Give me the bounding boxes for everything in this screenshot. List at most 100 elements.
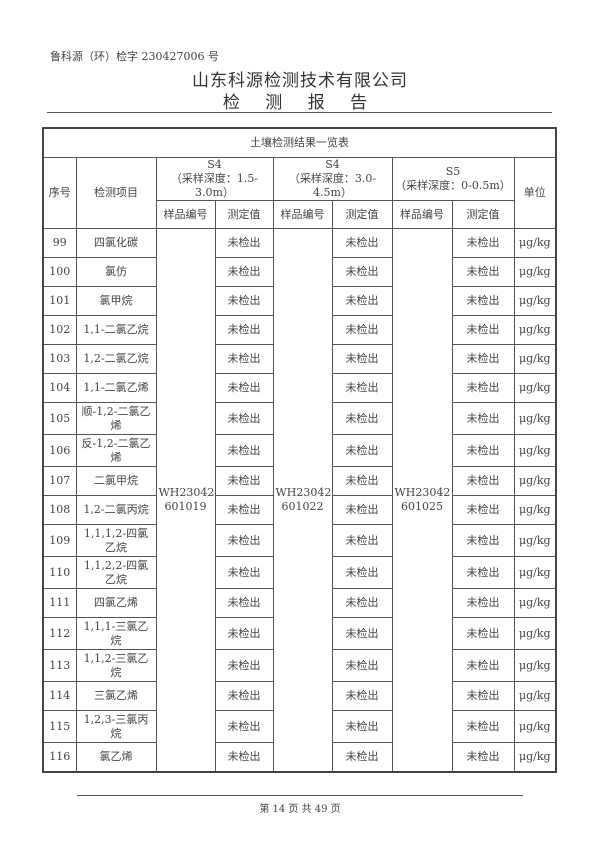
measured-value: 未检出: [214, 466, 274, 496]
test-item: 反-1,2-二氯乙烯: [75, 434, 157, 467]
page-number: 第 14 页 共 49 页: [259, 804, 341, 815]
measured-value: 未检出: [331, 524, 393, 557]
header-seq: 序号: [42, 157, 77, 229]
measured-value: 未检出: [331, 257, 393, 287]
table-row: 106 反-1,2-二氯乙烯 未检出 未检出 未检出 μg/kg: [42, 434, 557, 467]
measured-value: 未检出: [451, 495, 515, 525]
row-number: 104: [42, 373, 77, 403]
test-item: 1,1,2-三氯乙烷: [75, 649, 157, 682]
header-group-3: S5 （采样深度：0-0.5m）: [391, 157, 515, 201]
measured-value: 未检出: [331, 617, 393, 650]
measured-value: 未检出: [451, 373, 515, 403]
unit: μg/kg: [513, 681, 557, 711]
depth-label: （采样深度：0-0.5m）: [395, 179, 511, 192]
header-unit: 单位: [513, 157, 557, 229]
measured-value: 未检出: [214, 524, 274, 557]
measured-value: 未检出: [451, 710, 515, 743]
table-row: 113 1,1,2-三氯乙烷 未检出 未检出 未检出 μg/kg: [42, 649, 557, 682]
table-row: 114 三氯乙烯 未检出 未检出 未检出 μg/kg: [42, 681, 557, 711]
test-item: 顺-1,2-二氯乙烯: [75, 402, 157, 435]
unit: μg/kg: [513, 524, 557, 557]
measured-value: 未检出: [214, 710, 274, 743]
row-number: 114: [42, 681, 77, 711]
measured-value: 未检出: [214, 373, 274, 403]
measured-value: 未检出: [214, 402, 274, 435]
sample-id: WH23042 601019: [155, 228, 216, 773]
sample-id: WH23042 601022: [272, 228, 333, 773]
unit: μg/kg: [513, 228, 557, 258]
table-row: 108 1,2-二氯丙烷 未检出 未检出 未检出 μg/kg: [42, 495, 557, 525]
measured-value: 未检出: [331, 681, 393, 711]
measured-value: 未检出: [214, 286, 274, 316]
table-row: 112 1,1,1-三氯乙烷 未检出 未检出 未检出 μg/kg: [42, 617, 557, 650]
site-label: S5: [445, 165, 461, 178]
test-item: 1,1,1,2-四氯乙烷: [75, 524, 157, 557]
table-row: 105 顺-1,2-二氯乙烯 未检出 未检出 未检出 μg/kg: [42, 402, 557, 435]
measured-value: 未检出: [451, 344, 515, 374]
measured-value: 未检出: [214, 649, 274, 682]
row-number: 101: [42, 286, 77, 316]
unit: μg/kg: [513, 373, 557, 403]
header-sample-id: 样品编号: [272, 200, 333, 229]
row-number: 107: [42, 466, 77, 496]
report-number: 鲁科源（环）检字 230427006 号: [50, 50, 219, 63]
unit: μg/kg: [513, 588, 557, 618]
header-sample-id: 样品编号: [391, 200, 453, 229]
table-row: 107 二氯甲烷 未检出 未检出 未检出 μg/kg: [42, 466, 557, 496]
row-number: 112: [42, 617, 77, 650]
sample-id: WH23042 601025: [391, 228, 453, 773]
row-number: 103: [42, 344, 77, 374]
unit: μg/kg: [513, 495, 557, 525]
measured-value: 未检出: [451, 402, 515, 435]
unit: μg/kg: [513, 286, 557, 316]
unit: μg/kg: [513, 257, 557, 287]
measured-value: 未检出: [331, 315, 393, 345]
row-number: 109: [42, 524, 77, 557]
measured-value: 未检出: [331, 373, 393, 403]
company-name: 山东科源检测技术有限公司: [192, 71, 408, 91]
row-number: 99: [42, 228, 77, 258]
header-group-1: S4 （采样深度：1.5-3.0m）: [155, 157, 274, 201]
measured-value: 未检出: [214, 315, 274, 345]
test-item: 1,2-二氯乙烷: [75, 344, 157, 374]
header-value: 测定值: [214, 200, 274, 229]
table-row: 99 四氯化碳 WH23042 601019 未检出 WH23042 601022 未检出…: [42, 228, 557, 773]
unit: μg/kg: [513, 556, 557, 589]
row-number: 102: [42, 315, 77, 345]
measured-value: 未检出: [331, 466, 393, 496]
row-number: 116: [42, 742, 77, 773]
measured-value: 未检出: [214, 495, 274, 525]
unit: μg/kg: [513, 466, 557, 496]
test-item: 二氯甲烷: [75, 466, 157, 496]
test-item: 氯甲烷: [75, 286, 157, 316]
measured-value: 未检出: [214, 434, 274, 467]
row-number: 115: [42, 710, 77, 743]
unit: μg/kg: [513, 434, 557, 467]
measured-value: 未检出: [451, 742, 515, 773]
row-number: 111: [42, 588, 77, 618]
header-divider: [47, 112, 552, 113]
test-item: 氯仿: [75, 257, 157, 287]
row-number: 113: [42, 649, 77, 682]
table-row: 104 1,1-二氯乙烯 未检出 未检出 未检出 μg/kg: [42, 373, 557, 403]
measured-value: 未检出: [451, 588, 515, 618]
table-row: 110 1,1,2,2-四氯乙烷 未检出 未检出 未检出 μg/kg: [42, 556, 557, 589]
measured-value: 未检出: [331, 495, 393, 525]
measured-value: 未检出: [214, 742, 274, 773]
header-item: 检测项目: [75, 157, 157, 229]
results-table: 土壤检测结果一览表 序号 检测项目 S4 （采样深度：1.5-3.0m） S4 （采…: [42, 127, 558, 773]
report-title: 检 测 报 告: [222, 93, 378, 113]
test-item: 1,1,1-三氯乙烷: [75, 617, 157, 650]
row-number: 106: [42, 434, 77, 467]
measured-value: 未检出: [331, 286, 393, 316]
header-value: 测定值: [451, 200, 515, 229]
table-row: 111 四氯乙烯 未检出 未检出 未检出 μg/kg: [42, 588, 557, 618]
unit: μg/kg: [513, 315, 557, 345]
test-item: 1,2,3-三氯丙烷: [75, 710, 157, 743]
measured-value: 未检出: [214, 257, 274, 287]
table-row: 100 氯仿 未检出 未检出 未检出 μg/kg: [42, 257, 557, 287]
test-item: 1,1-二氯乙烷: [75, 315, 157, 345]
measured-value: 未检出: [214, 228, 274, 258]
measured-value: 未检出: [451, 228, 515, 258]
site-label: S4: [207, 158, 222, 171]
